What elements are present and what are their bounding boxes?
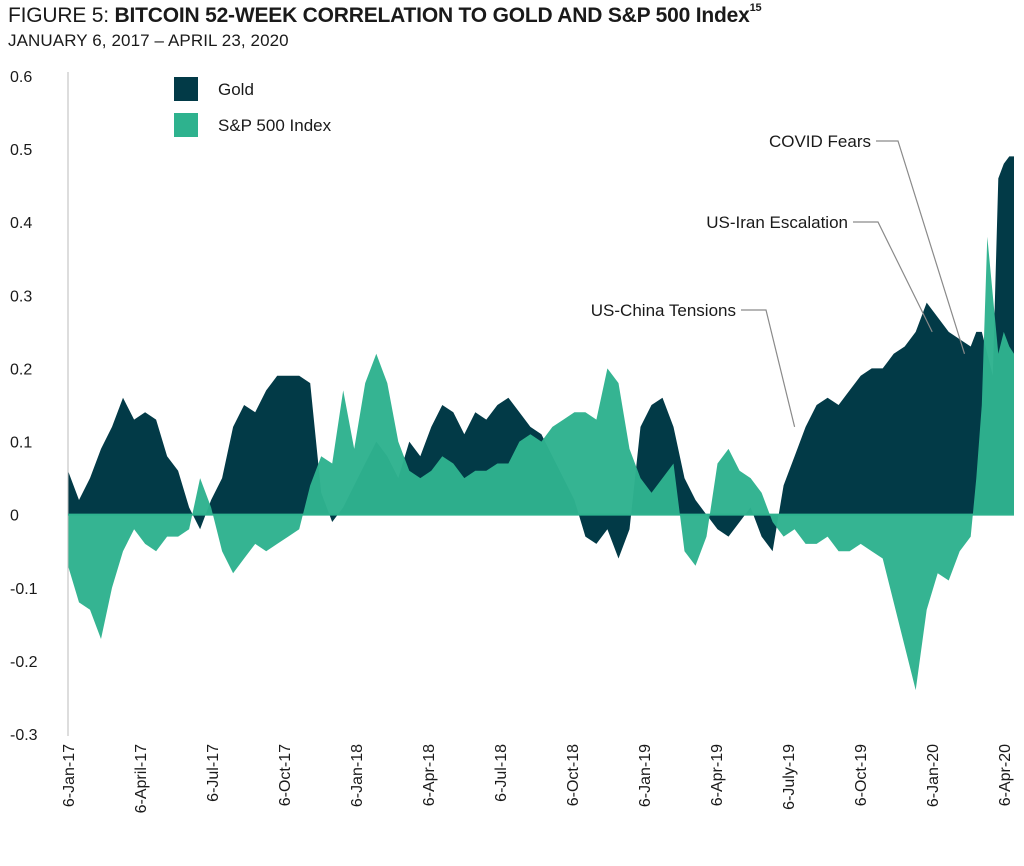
title-lead: FIGURE 5: [8, 4, 115, 27]
x-tick-label: 6-Apr-19 [709, 744, 726, 806]
legend-label-gold: Gold [218, 80, 254, 99]
x-tick-label: 6-Apr-18 [421, 744, 438, 806]
legend-label-sp500: S&P 500 Index [218, 116, 332, 135]
legend-swatch-sp500 [174, 113, 198, 137]
title-block: FIGURE 5: BITCOIN 52-WEEK CORRELATION TO… [8, 2, 762, 51]
y-tick-label: 0.5 [10, 142, 32, 159]
y-tick-label: -0.3 [10, 727, 38, 744]
sp500-area [68, 236, 1014, 691]
annotation-leader-line [741, 309, 796, 428]
gold-area [68, 156, 1014, 559]
y-tick-label: 0.1 [10, 435, 32, 452]
x-tick-label: 6-Oct-19 [853, 744, 870, 806]
x-tick-label: 6-Oct-17 [277, 744, 294, 806]
x-tick-label: 6-Jul-17 [205, 744, 222, 802]
y-tick-label: 0.6 [10, 69, 32, 86]
annotations: US-China Tensions US-Iran Escalation COVID… [591, 132, 966, 428]
x-tick-label: 6-Apr-20 [997, 744, 1014, 806]
y-tick-label: -0.2 [10, 654, 38, 671]
title-footnote: 15 [749, 2, 762, 14]
annotation-leader-line [876, 140, 966, 354]
plot-areas [68, 156, 1014, 691]
x-tick-label: 6-Jan-20 [925, 744, 942, 807]
annotation-label: US-China Tensions [591, 301, 736, 320]
x-tick-label: 6-Jan-17 [61, 744, 78, 807]
x-tick-label: 6-July-19 [781, 744, 798, 810]
legend: Gold S&P 500 Index [174, 77, 332, 137]
y-tick-label: 0.2 [10, 361, 32, 378]
y-tick-label: 0.4 [10, 215, 32, 232]
annotation-label: US-Iran Escalation [706, 213, 848, 232]
x-tick-label: 6-April-17 [133, 744, 150, 813]
annotation-label: COVID Fears [769, 132, 871, 151]
tick-labels: 0.6 0.5 0.4 0.3 0.2 0.1 0 -0.1 -0.2 -0.3 6-Jan-17 6… [10, 69, 1014, 813]
axes [67, 72, 1014, 736]
x-tick-label: 6-Jan-19 [637, 744, 654, 807]
y-tick-label: 0.3 [10, 288, 32, 305]
y-tick-label: -0.1 [10, 581, 38, 598]
chart-subtitle: JANUARY 6, 2017 – APRIL 23, 2020 [8, 31, 289, 50]
title-main: BITCOIN 52-WEEK CORRELATION TO GOLD AND … [114, 4, 750, 27]
chart-title: FIGURE 5: BITCOIN 52-WEEK CORRELATION TO… [8, 2, 762, 28]
legend-swatch-gold [174, 77, 198, 101]
x-tick-label: 6-Jul-18 [493, 744, 510, 802]
x-tick-label: 6-Oct-18 [565, 744, 582, 806]
y-tick-label: 0 [10, 508, 19, 525]
x-tick-label: 6-Jan-18 [349, 744, 366, 807]
annotation-leader-line [853, 221, 933, 333]
